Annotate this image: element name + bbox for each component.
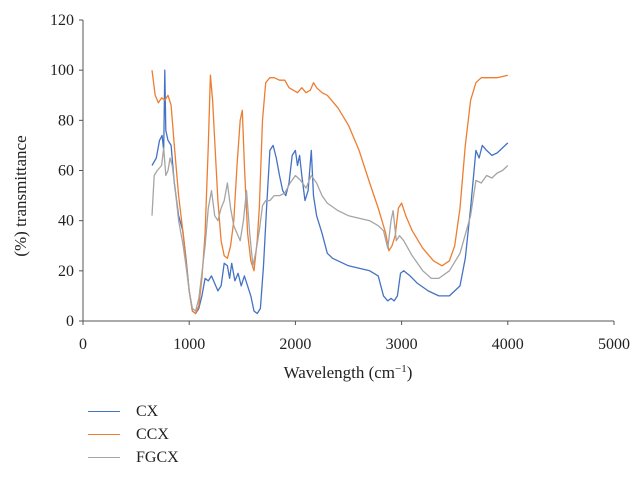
y-tick-label: 40 xyxy=(58,213,74,230)
y-tick-label: 60 xyxy=(58,163,74,180)
legend-label-cx: CX xyxy=(136,403,158,421)
x-tick-label: 5000 xyxy=(598,336,630,353)
legend: CX CCX FGCX xyxy=(88,400,179,469)
series-line-ccx xyxy=(152,70,508,313)
legend-item-ccx: CCX xyxy=(88,423,179,446)
x-tick-label: 3000 xyxy=(386,336,418,353)
x-tick-label: 1000 xyxy=(173,336,205,353)
y-axis-title: (%) transmittance xyxy=(11,135,30,256)
y-tick-label: 20 xyxy=(58,263,74,280)
x-tick-label: 4000 xyxy=(492,336,524,353)
y-tick-label: 0 xyxy=(66,313,74,330)
x-tick-label: 0 xyxy=(79,336,87,353)
legend-swatch-ccx xyxy=(88,434,120,435)
legend-swatch-cx xyxy=(88,411,120,412)
plot-lines xyxy=(152,70,508,313)
y-tick-label: 100 xyxy=(50,62,74,79)
legend-swatch-fgcx xyxy=(88,457,120,458)
series-line-cx xyxy=(152,70,508,313)
y-tick-labels: 0 20 40 60 80 100 120 xyxy=(50,12,83,330)
legend-label-fgcx: FGCX xyxy=(136,449,179,467)
x-axis-title: Wavelength (cm−1) xyxy=(284,363,413,382)
legend-label-ccx: CCX xyxy=(136,426,169,444)
x-tick-label: 2000 xyxy=(279,336,311,353)
legend-item-fgcx: FGCX xyxy=(88,446,179,469)
y-tick-label: 80 xyxy=(58,112,74,129)
y-tick-label: 120 xyxy=(50,12,74,29)
legend-item-cx: CX xyxy=(88,400,179,423)
x-tick-labels: 0 1000 2000 3000 4000 5000 xyxy=(79,321,630,353)
